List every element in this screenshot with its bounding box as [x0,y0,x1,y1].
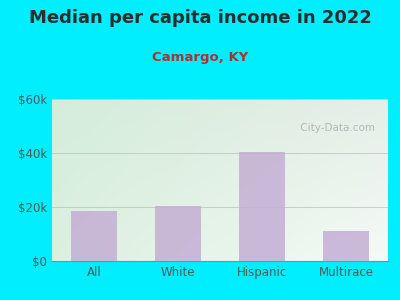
Text: Median per capita income in 2022: Median per capita income in 2022 [28,9,372,27]
Bar [323,231,369,261]
Text: City-Data.com: City-Data.com [297,123,375,133]
Bar [71,211,117,261]
Bar [239,152,285,261]
Text: Camargo, KY: Camargo, KY [152,51,248,64]
Bar [155,206,201,261]
